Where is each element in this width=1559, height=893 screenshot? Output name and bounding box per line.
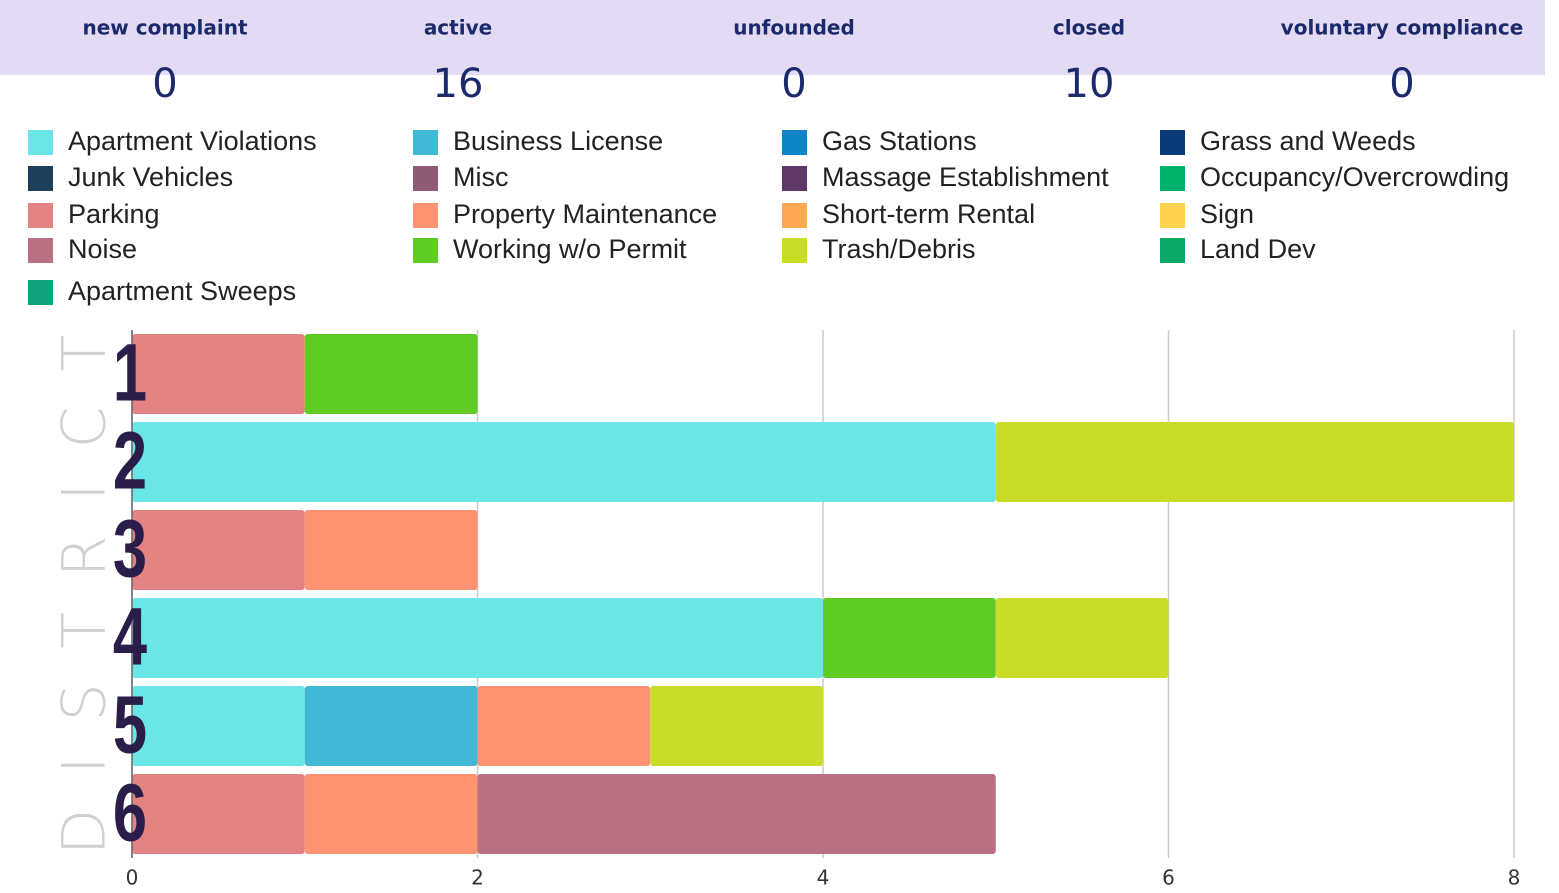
stat-label: voluntary compliance	[1281, 16, 1524, 40]
legend-label: Land Dev	[1200, 234, 1316, 264]
legend-swatch	[1160, 203, 1185, 228]
stats-band	[0, 0, 1545, 75]
legend-swatch	[28, 130, 53, 155]
x-tick-label: 6	[1162, 866, 1175, 890]
legend-label: Junk Vehicles	[68, 162, 233, 192]
legend-label: Business License	[453, 126, 663, 156]
legend-swatch	[413, 166, 438, 191]
legend-label: Parking	[68, 199, 160, 229]
stat-label: unfounded	[733, 16, 855, 40]
x-tick-label: 4	[817, 866, 830, 890]
category-label: 5	[113, 679, 147, 771]
bar-segment	[304, 510, 478, 590]
bar-segment	[132, 598, 823, 678]
stat-value: 10	[1064, 61, 1115, 107]
bar-segment	[132, 774, 305, 854]
legend-label: Massage Establishment	[822, 162, 1109, 192]
bar-segment	[132, 334, 305, 414]
legend-label: Apartment Violations	[68, 126, 317, 156]
legend-label: Sign	[1200, 199, 1254, 229]
legend-swatch	[28, 166, 53, 191]
bar-segment	[477, 774, 996, 854]
bar-segment	[823, 598, 996, 678]
legend-label: Misc	[453, 162, 509, 192]
bar-segment	[132, 686, 305, 766]
legend-swatch	[413, 130, 438, 155]
legend-swatch	[782, 130, 807, 155]
legend-swatch	[782, 166, 807, 191]
stat-label: new complaint	[83, 16, 248, 40]
legend-swatch	[28, 203, 53, 228]
legend-swatch	[782, 238, 807, 263]
legend-label: Working w/o Permit	[453, 234, 687, 264]
legend-swatch	[1160, 166, 1185, 191]
stat-value: 0	[152, 61, 177, 107]
legend-label: Gas Stations	[822, 126, 977, 156]
stat-value: 0	[1389, 61, 1414, 107]
category-label: 3	[113, 503, 147, 595]
x-tick-label: 8	[1508, 866, 1521, 890]
bar-segment	[132, 510, 305, 590]
bar-segment	[650, 686, 823, 766]
legend-swatch	[413, 238, 438, 263]
stat-value: 0	[781, 61, 806, 107]
bar-segment	[132, 422, 996, 502]
stat-label: closed	[1053, 16, 1125, 40]
bar-segment	[304, 774, 478, 854]
bar-segment	[304, 334, 478, 414]
legend-swatch	[28, 280, 53, 305]
legend-label: Property Maintenance	[453, 199, 717, 229]
legend-swatch	[1160, 130, 1185, 155]
legend-label: Noise	[68, 234, 137, 264]
category-label: 4	[113, 591, 147, 683]
bar-segment	[477, 686, 651, 766]
y-axis-title: DISTRICT	[50, 335, 120, 855]
bar-segment	[995, 422, 1514, 502]
category-label: 2	[113, 415, 147, 507]
category-label: 1	[113, 327, 147, 419]
legend-label: Apartment Sweeps	[68, 276, 296, 306]
stat-value: 16	[433, 61, 484, 107]
legend-label: Grass and Weeds	[1200, 126, 1416, 156]
legend-swatch	[413, 203, 438, 228]
legend-swatch	[28, 238, 53, 263]
legend-label: Short-term Rental	[822, 199, 1035, 229]
x-tick-label: 0	[126, 866, 139, 890]
legend-swatch	[782, 203, 807, 228]
legend-swatch	[1160, 238, 1185, 263]
bar-segment	[995, 598, 1169, 678]
x-tick-label: 2	[471, 866, 484, 890]
stat-label: active	[424, 16, 492, 40]
bar-segment	[304, 686, 478, 766]
legend-label: Occupancy/Overcrowding	[1200, 162, 1509, 192]
legend-label: Trash/Debris	[822, 234, 976, 264]
category-label: 6	[113, 767, 147, 859]
